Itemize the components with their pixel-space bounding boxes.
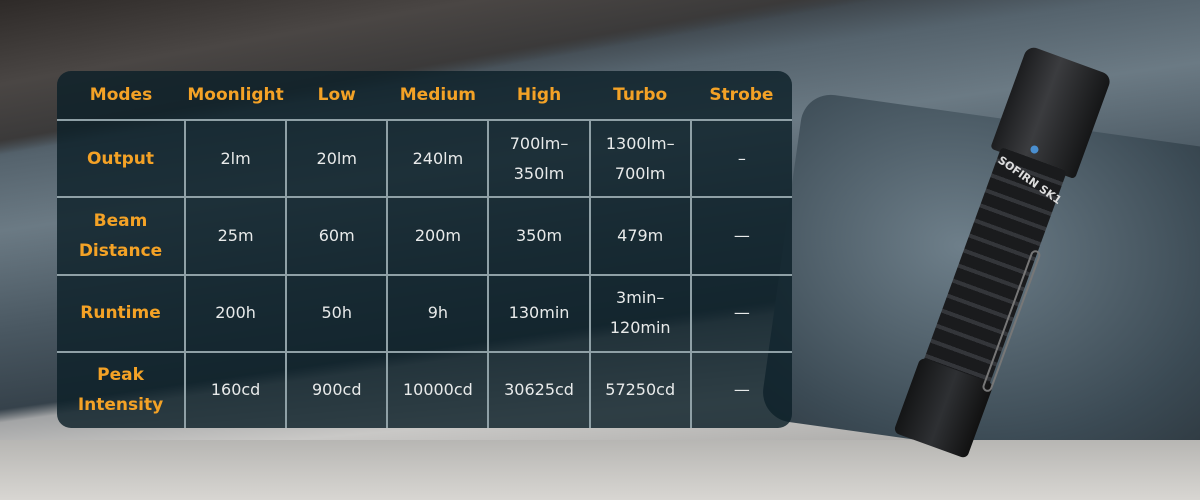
table-cell: 10000cd [386,350,490,428]
header-row: Modes Moonlight Low Medium High Turbo Strobe [57,71,792,120]
row-label: Output [57,118,186,198]
table-cell: 25m [183,196,288,275]
table-row: Runtime 200h 50h 9h 130min 3min– 120min — [57,273,792,352]
table-cell: 200m [386,196,490,275]
table-cell: – [689,118,792,198]
table-cell: 160cd [183,350,288,428]
table-cell: 50h [285,273,389,352]
row-label: Beam Distance [57,196,186,275]
column-header: Moonlight [187,85,284,105]
table-cell: 60m [285,196,389,275]
table-row: Peak Intensity 160cd 900cd 10000cd 30625cd 57… [57,350,792,428]
spec-table: Modes Moonlight Low Medium High Turbo Strobe O… [57,71,792,428]
table-cell: 479m [588,196,692,275]
table-cell: 1300lm– 700lm [588,118,692,198]
table-cell: — [689,350,792,428]
table-row: Output 2lm 20lm 240lm 700lm– 350lm 1300lm– 70… [57,118,792,198]
table-cell: — [689,196,792,275]
table-cell: 20lm [285,118,389,198]
column-header: Modes [89,85,153,105]
table-cell: 3min– 120min [588,273,692,352]
table-cell: 2lm [183,118,288,198]
column-header: Low [317,85,356,105]
table-cell: 130min [487,273,591,352]
column-header: Strobe [709,85,774,105]
table-cell: 240lm [386,118,490,198]
column-header: High [516,85,562,105]
row-label: Runtime [57,273,186,352]
table-cell: 900cd [285,350,389,428]
table-cell: 200h [183,273,288,352]
table-cell: 9h [386,273,490,352]
table-row: Beam Distance 25m 60m 200m 350m 479m — [57,196,792,275]
table-cell: 57250cd [588,350,692,428]
table-cell: 30625cd [487,350,591,428]
column-header: Medium [399,85,477,105]
column-header: Turbo [613,85,668,105]
floor [0,440,1200,500]
table-cell: — [689,273,792,352]
row-label: Peak Intensity [57,350,186,428]
table-cell: 700lm– 350lm [487,118,591,198]
table-cell: 350m [487,196,591,275]
